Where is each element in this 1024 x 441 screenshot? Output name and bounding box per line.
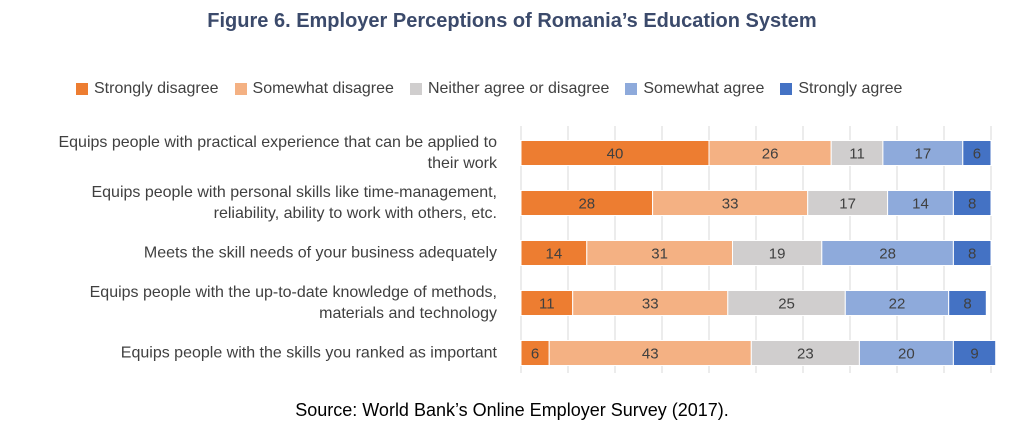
legend-item: Somewhat agree [625,80,764,98]
bar-segment [887,190,954,216]
category-label: Meets the skill needs of your business a… [144,245,497,262]
bar-segment [586,240,733,266]
chart-legend: Strongly disagree Somewhat disagree Neithe… [76,78,918,100]
bar-segment [948,290,987,316]
data-label: 31 [651,246,668,263]
bar-segment [652,190,809,216]
legend-item: Neither agree or disagree [409,80,610,98]
data-label: 33 [722,196,739,213]
data-label: 26 [762,146,779,163]
legend-item: Strongly disagree [76,80,219,98]
legend-swatch [234,83,247,95]
data-label: 22 [889,296,906,313]
legend-swatch [780,83,793,95]
bar-segment [572,290,729,316]
legend-swatch [76,83,88,95]
bar-segment [750,340,860,366]
data-label: 6 [531,346,539,363]
data-label: 17 [839,196,856,213]
bar-segment [520,340,550,366]
bar-segment [844,290,950,316]
data-label: 28 [578,196,595,213]
data-label: 23 [797,346,814,363]
data-label: 19 [769,246,786,263]
bar-segment [708,140,832,166]
category-label: their work [428,155,498,172]
bar-segment [952,340,997,366]
bar-segment [962,140,992,166]
data-label: 14 [912,196,929,213]
stacked-bar-chart: Equips people with practical experience … [58,126,997,373]
legend-swatch [409,83,422,95]
chart-title: Figure 6. Employer Perceptions of Romani… [207,10,817,32]
data-label: 9 [970,346,978,363]
data-label: 43 [642,346,659,363]
data-label: 40 [607,146,624,163]
data-label: 28 [879,246,896,263]
legend-label: Somewhat agree [643,80,765,97]
bar-segment [821,240,954,266]
bar-segment [858,340,954,366]
data-label: 6 [973,146,981,163]
data-label: 17 [915,146,932,163]
data-label: 25 [778,296,795,313]
legend-swatch [625,83,638,95]
bar-segment [952,240,992,266]
data-label: 20 [898,346,915,363]
legend-item: Strongly agree [780,80,902,98]
category-label: Equips people with the up-to-date knowle… [90,284,497,301]
source-note: Source: World Bank’s Online Employer Sur… [295,400,729,420]
bar-segment [520,190,654,216]
bar-segment [548,340,752,366]
category-label: Equips people with personal skills like … [91,184,497,201]
bar-segment [952,190,992,216]
data-label: 8 [963,296,971,313]
category-label: Equips people with practical experience … [58,134,497,151]
data-label: 8 [968,246,976,263]
category-label: Equips people with the skills you ranked… [121,345,498,362]
legend-label: Neither agree or disagree [427,80,610,97]
data-label: 11 [539,296,555,313]
data-label: 8 [968,196,976,213]
legend-item: Somewhat disagree [234,80,394,98]
bar-segment [520,140,710,166]
category-label: materials and technology [319,305,497,322]
bar-segment [727,290,846,316]
data-label: 11 [849,146,865,163]
data-label: 33 [642,296,659,313]
legend-label: Strongly disagree [94,80,219,97]
bar-segment [520,240,588,266]
data-label: 14 [546,246,563,263]
legend-label: Strongly agree [798,80,903,97]
category-label: reliability, ability to work with others… [214,205,497,222]
bar-segment [520,290,574,316]
bar-segment [882,140,964,166]
legend-label: Somewhat disagree [252,80,394,97]
bar-segment [732,240,823,266]
